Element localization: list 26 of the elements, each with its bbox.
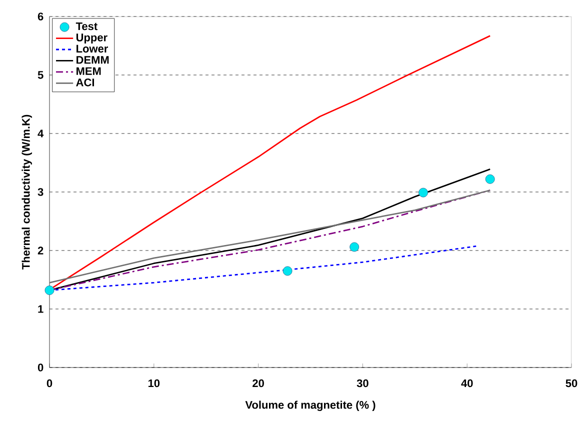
legend-label: Upper bbox=[76, 34, 108, 44]
point bbox=[485, 174, 495, 184]
legend-label: Lower bbox=[76, 44, 108, 53]
x-tick-label: 40 bbox=[461, 379, 473, 388]
y-tick-label: 6 bbox=[38, 12, 44, 20]
x-tick-label: 30 bbox=[356, 379, 368, 388]
point bbox=[44, 286, 54, 295]
y-tick-label: 0 bbox=[38, 364, 44, 372]
legend-label: ACI bbox=[76, 78, 94, 86]
legend-label: MEM bbox=[76, 67, 101, 75]
y-tick-label: 4 bbox=[38, 130, 44, 138]
legend-label: DEMM bbox=[76, 56, 109, 64]
point bbox=[350, 242, 360, 252]
y-tick-label: 3 bbox=[38, 188, 44, 196]
x-tick-label: 0 bbox=[46, 379, 52, 388]
legend-label: Test bbox=[76, 22, 98, 30]
x-tick-label: 20 bbox=[252, 379, 264, 388]
point bbox=[282, 266, 292, 276]
x-axis-title: Volume of magnetite (% ) bbox=[245, 400, 376, 412]
point bbox=[418, 188, 428, 198]
y-tick-label: 2 bbox=[38, 246, 44, 254]
y-tick-label: 5 bbox=[38, 71, 44, 79]
x-tick-label: 10 bbox=[148, 379, 160, 388]
y-tick-label: 1 bbox=[38, 305, 44, 313]
x-tick-label: 50 bbox=[566, 379, 578, 388]
y-axis-title: Thermal conductivity (W/m.K) bbox=[22, 114, 32, 270]
